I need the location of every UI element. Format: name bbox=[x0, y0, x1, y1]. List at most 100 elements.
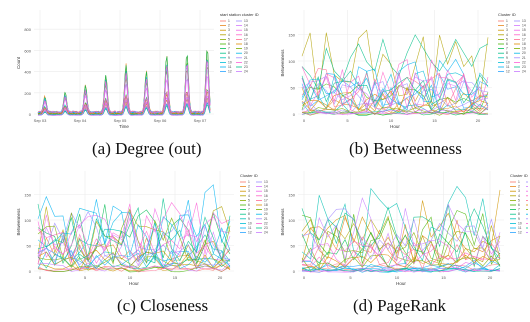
series-line bbox=[301, 34, 489, 90]
legend-entry: 11 bbox=[248, 226, 252, 230]
legend-entry: 3 bbox=[506, 28, 508, 32]
series-line bbox=[37, 262, 231, 272]
series-line bbox=[301, 189, 501, 262]
y-axis-label: Betweenness bbox=[280, 208, 285, 236]
x-tick-label: Sep 05 bbox=[114, 118, 127, 123]
x-tick-label: 10 bbox=[395, 275, 400, 280]
legend-entry: 24 bbox=[244, 70, 248, 74]
legend-entry: 13 bbox=[264, 180, 268, 184]
x-tick-label: 10 bbox=[389, 118, 394, 123]
legend-entry: 2 bbox=[228, 24, 230, 28]
series-line bbox=[301, 208, 501, 260]
legend-entry: 22 bbox=[522, 60, 526, 64]
legend-entry: 14 bbox=[522, 24, 526, 28]
legend-entry: 11 bbox=[518, 226, 522, 230]
series-line bbox=[37, 208, 231, 265]
y-axis-label: Betweenness bbox=[16, 208, 21, 236]
legend-title: Cluster ID bbox=[240, 173, 258, 178]
legend-entry: 21 bbox=[522, 56, 526, 60]
legend-entry: 5 bbox=[506, 37, 508, 41]
caption-betweenness: (b) Betweenness bbox=[349, 139, 462, 158]
legend-entry: 14 bbox=[244, 24, 248, 28]
y-tick-label: 50 bbox=[291, 86, 296, 91]
legend-entry: 7 bbox=[248, 208, 250, 212]
legend-entry: 2 bbox=[518, 185, 520, 189]
series-line bbox=[37, 249, 231, 271]
legend-entry: 23 bbox=[244, 65, 248, 69]
x-axis-label: Hour bbox=[390, 124, 400, 129]
series-line bbox=[302, 242, 501, 270]
series-line bbox=[301, 197, 501, 261]
series-line bbox=[301, 59, 489, 108]
legend-entry: 10 bbox=[506, 60, 510, 64]
legend-entry: 16 bbox=[264, 194, 268, 198]
series-line bbox=[301, 231, 501, 269]
legend-entry: 23 bbox=[264, 226, 268, 230]
y-tick-label: 0 bbox=[29, 269, 32, 274]
legend-entry: 5 bbox=[518, 198, 520, 202]
series-line bbox=[37, 207, 231, 263]
legend-entry: 14 bbox=[264, 185, 268, 189]
series-line bbox=[301, 215, 501, 263]
x-tick-label: 5 bbox=[84, 275, 87, 280]
y-tick-label: 150 bbox=[288, 193, 295, 198]
y-tick-label: 100 bbox=[288, 59, 295, 64]
y-axis-label: Betweenness bbox=[280, 49, 285, 77]
legend-entry: 18 bbox=[522, 42, 526, 46]
x-tick-label: 15 bbox=[441, 275, 446, 280]
y-tick-label: 50 bbox=[291, 244, 296, 249]
y-tick-label: 100 bbox=[288, 218, 295, 223]
y-tick-label: 0 bbox=[293, 112, 296, 117]
legend-entry: 18 bbox=[264, 203, 268, 207]
legend-entry: 4 bbox=[506, 33, 508, 37]
legend-entry: 17 bbox=[244, 37, 248, 41]
series-line bbox=[301, 268, 501, 273]
series-line bbox=[301, 84, 489, 113]
legend-entry: 17 bbox=[264, 198, 268, 202]
series-line bbox=[301, 210, 501, 265]
series-line bbox=[301, 259, 501, 271]
caption-degree-out: (a) Degree (out) bbox=[92, 139, 202, 158]
series-line bbox=[301, 235, 501, 269]
series-group bbox=[301, 29, 489, 116]
x-tick-label: 15 bbox=[173, 275, 178, 280]
y-tick-label: 150 bbox=[288, 33, 295, 38]
legend-entry: 15 bbox=[244, 28, 248, 32]
legend-entry: 12 bbox=[228, 70, 232, 74]
series-line bbox=[37, 202, 231, 264]
series-line bbox=[301, 204, 501, 265]
series-line bbox=[37, 207, 231, 265]
legend-entry: 18 bbox=[244, 42, 248, 46]
x-tick-label: Sep 04 bbox=[74, 118, 87, 123]
legend-entry: 21 bbox=[264, 217, 268, 221]
series-line bbox=[301, 267, 501, 273]
legend-title: start station cluster ID bbox=[220, 12, 259, 17]
legend-entry: 1 bbox=[228, 19, 230, 23]
legend-entry: 15 bbox=[522, 28, 526, 32]
legend-entry: 4 bbox=[228, 33, 230, 37]
legend-entry: 1 bbox=[248, 180, 250, 184]
x-tick-label: 10 bbox=[128, 275, 133, 280]
legend-entry: 20 bbox=[522, 51, 526, 55]
legend-entry: 10 bbox=[248, 221, 252, 225]
series-line bbox=[301, 185, 501, 262]
legend-entry: 22 bbox=[264, 221, 268, 225]
legend-entry: 8 bbox=[228, 51, 230, 55]
legend-entry: 9 bbox=[506, 56, 508, 60]
chart-closeness: 0 50 100 150 0 5 10 15 20 Hour Betweenness Cluster … bbox=[4, 165, 269, 290]
y-tick-label: 200 bbox=[24, 91, 31, 96]
chart-betweenness: 0 50 100 150 0 5 10 15 20 Hour Betweenness Cluster … bbox=[276, 4, 528, 134]
y-tick-label: 400 bbox=[24, 70, 31, 75]
legend-title: Cluster ID bbox=[498, 12, 516, 17]
y-tick-label: 50 bbox=[27, 244, 32, 249]
legend-entry: 5 bbox=[228, 37, 230, 41]
legend-entry: 10 bbox=[228, 60, 232, 64]
legend-entry: 1 bbox=[506, 19, 508, 23]
y-axis-label: Count bbox=[16, 56, 21, 69]
series-line bbox=[37, 266, 231, 273]
legend-entry: 2 bbox=[506, 24, 508, 28]
legend-entry: 21 bbox=[244, 56, 248, 60]
x-tick-label: 20 bbox=[218, 275, 223, 280]
caption-pagerank: (d) PageRank bbox=[353, 296, 447, 315]
